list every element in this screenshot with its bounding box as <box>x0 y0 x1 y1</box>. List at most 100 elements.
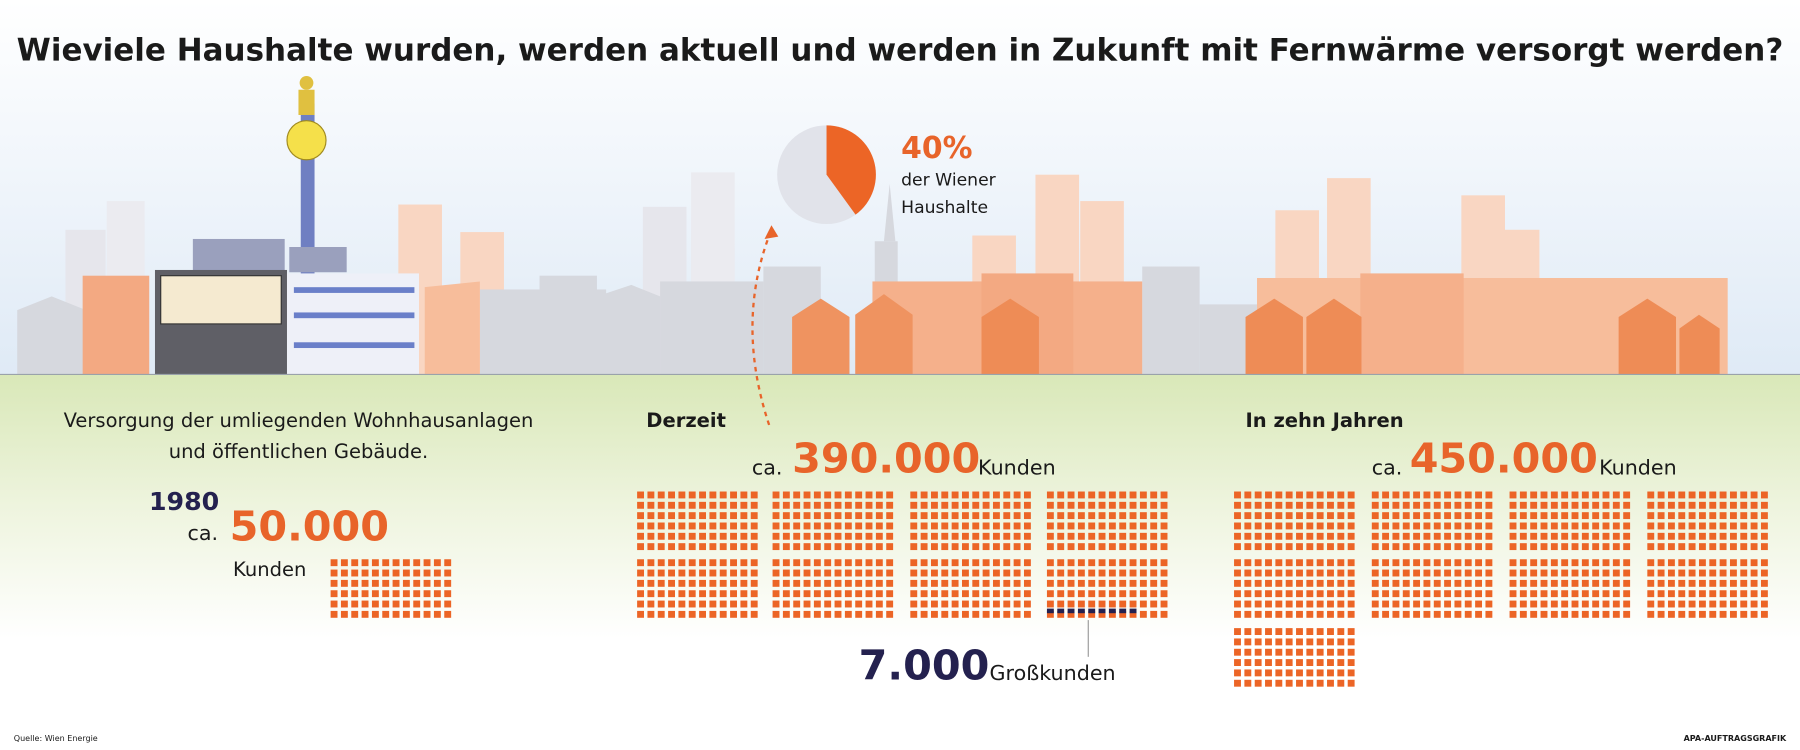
dot <box>865 600 873 608</box>
dot <box>1719 600 1727 608</box>
year: 1980 <box>149 487 219 516</box>
dot <box>1623 532 1631 540</box>
dot <box>834 543 842 551</box>
dot <box>1296 532 1303 540</box>
dot <box>1592 532 1600 540</box>
dot <box>709 491 717 499</box>
dot <box>709 543 717 551</box>
dot <box>1244 648 1252 656</box>
dot <box>1530 512 1538 520</box>
dot <box>951 579 959 587</box>
dot <box>1561 569 1569 577</box>
dot <box>1698 600 1706 608</box>
dot <box>1550 522 1558 530</box>
dot <box>1285 491 1293 499</box>
dot <box>1485 512 1493 520</box>
dot <box>1337 638 1345 646</box>
dot <box>699 501 706 509</box>
dot <box>1444 569 1452 577</box>
dot <box>1150 590 1158 598</box>
dot <box>637 491 645 499</box>
dot <box>951 522 959 530</box>
dot <box>1667 522 1675 530</box>
dot <box>1402 569 1410 577</box>
dot <box>782 590 790 598</box>
dot <box>1444 512 1452 520</box>
dot <box>1464 590 1472 598</box>
dot <box>1475 579 1483 587</box>
dot <box>972 491 980 499</box>
dot <box>1423 512 1431 520</box>
dot <box>1265 590 1272 598</box>
dot <box>1647 522 1655 530</box>
dot <box>1464 543 1472 551</box>
dot <box>392 590 400 598</box>
dot <box>1561 543 1569 551</box>
dot <box>1023 579 1031 587</box>
dot <box>444 559 452 567</box>
dot <box>1013 610 1021 618</box>
dot <box>1234 522 1241 530</box>
dot <box>1561 491 1569 499</box>
dot <box>772 522 780 530</box>
dot <box>1760 579 1768 587</box>
dot <box>730 590 737 598</box>
amount: 390.000 <box>792 435 980 483</box>
dot <box>1046 610 1054 618</box>
dot <box>1337 569 1345 577</box>
dot <box>951 600 959 608</box>
dot <box>920 512 928 520</box>
dot <box>1540 600 1548 608</box>
dot <box>1530 501 1538 509</box>
dot <box>1740 579 1748 587</box>
dot <box>961 590 969 598</box>
dot <box>1337 579 1345 587</box>
dot <box>865 522 873 530</box>
dot <box>1698 590 1706 598</box>
dot <box>1244 501 1252 509</box>
dot <box>1013 590 1021 598</box>
dot <box>1013 559 1021 567</box>
dot <box>782 559 790 567</box>
dot <box>1623 600 1631 608</box>
dot <box>1003 532 1011 540</box>
amount: 450.000 <box>1410 435 1598 483</box>
dot <box>688 579 696 587</box>
dot <box>1296 590 1303 598</box>
dot <box>1561 512 1569 520</box>
dot <box>1234 648 1241 656</box>
dot <box>1709 532 1717 540</box>
dot <box>772 579 780 587</box>
prefix: ca. <box>1372 456 1403 480</box>
dot <box>972 501 980 509</box>
dot <box>1296 600 1303 608</box>
dot <box>1509 522 1517 530</box>
dot <box>782 491 790 499</box>
dot <box>961 569 969 577</box>
dot <box>1275 491 1283 499</box>
dot <box>1077 579 1085 587</box>
dot <box>1316 679 1324 687</box>
dot <box>1316 569 1324 577</box>
dot <box>1347 600 1355 608</box>
dot <box>1667 491 1675 499</box>
dot <box>1719 590 1727 598</box>
dot <box>657 532 665 540</box>
dot <box>1423 501 1431 509</box>
dot <box>813 522 821 530</box>
dot <box>1444 532 1452 540</box>
dot <box>813 512 821 520</box>
dot <box>1119 543 1127 551</box>
dot <box>803 590 811 598</box>
dot <box>371 569 379 577</box>
dot <box>1464 532 1472 540</box>
dot <box>1750 491 1758 499</box>
dot <box>813 600 821 608</box>
dot <box>730 600 737 608</box>
dot <box>1678 579 1686 587</box>
dot <box>1540 501 1548 509</box>
dot <box>1540 610 1548 618</box>
description: Versorgung der umliegenden Wohnhausanlag… <box>64 409 534 432</box>
dot <box>688 501 696 509</box>
dot <box>1530 532 1538 540</box>
